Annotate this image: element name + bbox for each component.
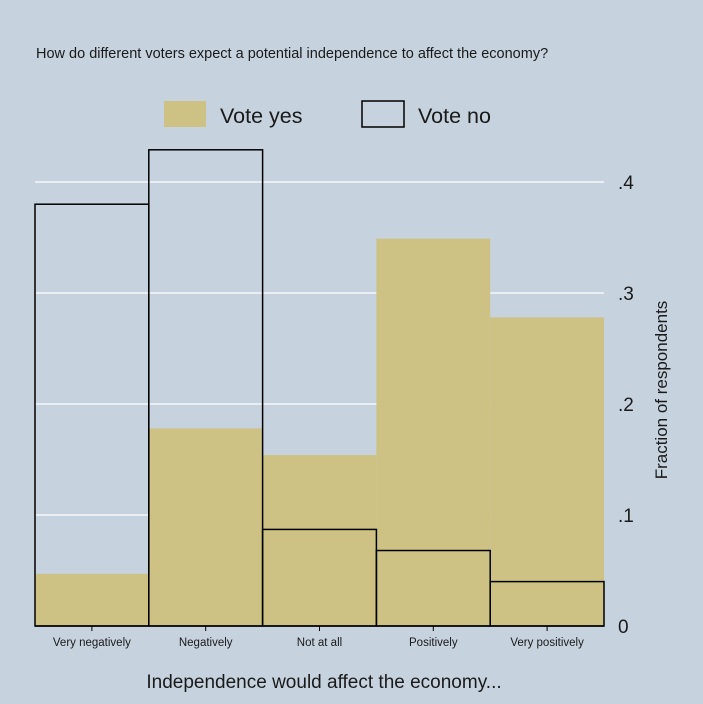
legend-swatch-vote-no — [361, 100, 405, 128]
x-tick-labels: Very negatively Negatively Not at all Posit… — [53, 637, 584, 649]
y-tick-label: .4 — [618, 173, 634, 194]
x-axis-label: Independence would affect the economy... — [146, 672, 501, 693]
legend-label-vote-no: Vote no — [418, 104, 491, 128]
y-tick-label: .2 — [618, 395, 634, 416]
y-tick-label: .1 — [618, 506, 634, 527]
x-tick-label: Very negatively — [53, 637, 131, 649]
x-tick-marks — [91, 626, 548, 631]
x-tick-label: Negatively — [179, 637, 233, 649]
y-axis-label: Fraction of respondents — [652, 301, 671, 480]
x-tick-label: Not at all — [297, 637, 342, 649]
bar-vote-yes — [148, 428, 263, 626]
chart-title: How do different voters expect a potenti… — [36, 46, 548, 62]
y-tick-label: 0 — [618, 617, 629, 638]
bar-vote-yes — [376, 238, 491, 627]
bar-vote-yes — [490, 317, 604, 626]
y-tick-labels: 0 .1 .2 .3 .4 — [618, 173, 634, 638]
y-tick-label: .3 — [618, 284, 634, 305]
bars-vote-yes — [35, 238, 604, 627]
legend-swatch-vote-yes — [164, 101, 206, 127]
x-tick-label: Very positively — [510, 637, 584, 649]
bar-vote-no — [34, 203, 150, 627]
bar-vote-yes — [262, 455, 377, 626]
legend: Vote yes Vote no — [164, 100, 491, 128]
bar-vote-yes — [35, 573, 149, 626]
x-tick-label: Positively — [409, 637, 458, 649]
legend-label-vote-yes: Vote yes — [220, 104, 302, 128]
